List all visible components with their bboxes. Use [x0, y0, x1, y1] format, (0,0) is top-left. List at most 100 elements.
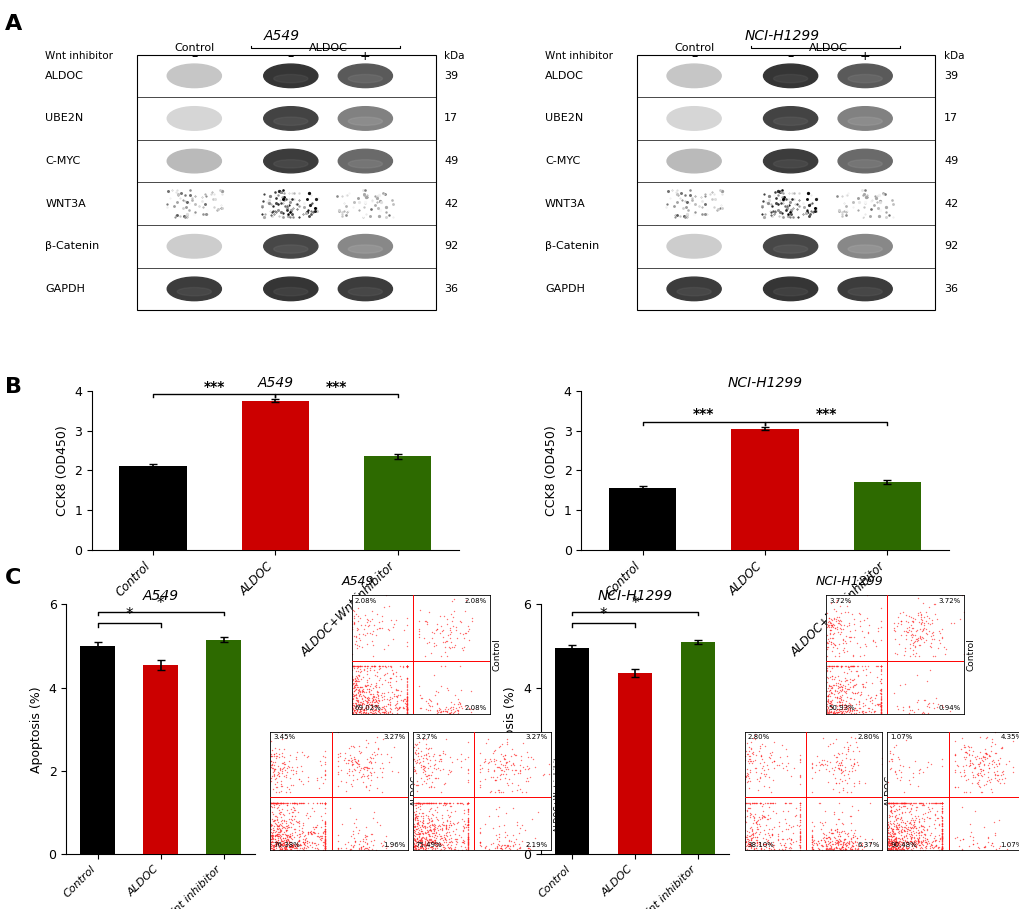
Point: [407, 841, 423, 855]
Point: [925, 840, 942, 854]
Point: [485, 752, 501, 766]
Point: [351, 659, 367, 674]
Point: [412, 833, 428, 847]
Point: [429, 828, 445, 843]
Point: [419, 836, 435, 851]
Point: [482, 784, 498, 799]
Point: [279, 836, 296, 851]
Point: [819, 671, 836, 685]
Point: [909, 833, 925, 847]
Point: [394, 659, 411, 674]
Point: [845, 672, 861, 686]
Point: [460, 837, 476, 852]
Point: [903, 797, 919, 812]
Point: [267, 795, 283, 810]
Point: [902, 821, 918, 835]
Point: [856, 659, 872, 674]
Point: [981, 739, 998, 754]
Point: [511, 825, 527, 840]
Point: [276, 841, 292, 855]
Point: [742, 749, 758, 764]
Point: [879, 795, 896, 810]
Point: [356, 689, 372, 704]
Point: [374, 676, 390, 691]
Point: [847, 701, 863, 715]
Point: [417, 839, 433, 854]
Point: [896, 816, 912, 831]
Point: [451, 659, 468, 674]
Point: [412, 701, 428, 715]
Point: [754, 831, 770, 845]
Point: [275, 834, 291, 849]
Point: [742, 835, 758, 850]
Point: [354, 691, 370, 705]
Point: [267, 813, 283, 827]
Point: [386, 689, 403, 704]
Point: [506, 763, 523, 777]
Point: [500, 841, 517, 855]
Point: [976, 746, 993, 761]
Point: [737, 832, 753, 846]
Point: [891, 831, 907, 845]
Point: [431, 752, 447, 766]
Point: [829, 680, 846, 694]
Point: [421, 833, 437, 847]
Point: [889, 609, 905, 624]
Point: [887, 812, 903, 826]
Point: [818, 705, 835, 720]
Point: [288, 796, 305, 811]
Point: [289, 838, 306, 853]
Point: [452, 754, 469, 768]
Point: [907, 839, 923, 854]
Point: [750, 810, 766, 824]
Text: –: –: [287, 50, 293, 63]
Point: [880, 834, 897, 848]
Point: [411, 734, 427, 749]
Point: [853, 705, 869, 720]
Point: [974, 749, 990, 764]
Point: [284, 763, 301, 777]
Point: [836, 834, 852, 849]
Point: [493, 841, 510, 855]
Point: [761, 836, 777, 851]
Point: [277, 770, 293, 784]
Point: [452, 684, 469, 698]
Text: C: C: [5, 568, 21, 588]
Point: [353, 840, 369, 854]
Point: [909, 631, 925, 645]
Point: [472, 761, 488, 775]
Point: [744, 824, 760, 838]
Point: [865, 704, 881, 718]
Point: [273, 766, 289, 781]
Point: [370, 691, 386, 705]
Point: [819, 701, 836, 715]
Point: [486, 764, 502, 778]
Point: [859, 625, 875, 640]
Point: [273, 837, 289, 852]
Point: [381, 694, 397, 709]
Point: [448, 631, 465, 645]
Point: [413, 841, 429, 855]
Point: [821, 704, 838, 719]
Point: [747, 814, 763, 829]
Point: [931, 626, 948, 641]
Point: [388, 690, 405, 704]
Point: [444, 610, 461, 624]
Point: [933, 697, 950, 712]
Point: [269, 835, 285, 850]
Point: [329, 724, 345, 739]
Point: [432, 836, 448, 851]
Point: [881, 805, 898, 820]
Point: [277, 843, 293, 857]
Point: [463, 614, 479, 629]
Point: [440, 702, 457, 716]
Ellipse shape: [167, 64, 221, 87]
Point: [910, 648, 926, 663]
Point: [347, 664, 364, 678]
Point: [898, 834, 914, 849]
Point: [490, 838, 506, 853]
Point: [791, 841, 807, 855]
Point: [921, 804, 937, 818]
Point: [785, 819, 801, 834]
Point: [955, 605, 971, 620]
